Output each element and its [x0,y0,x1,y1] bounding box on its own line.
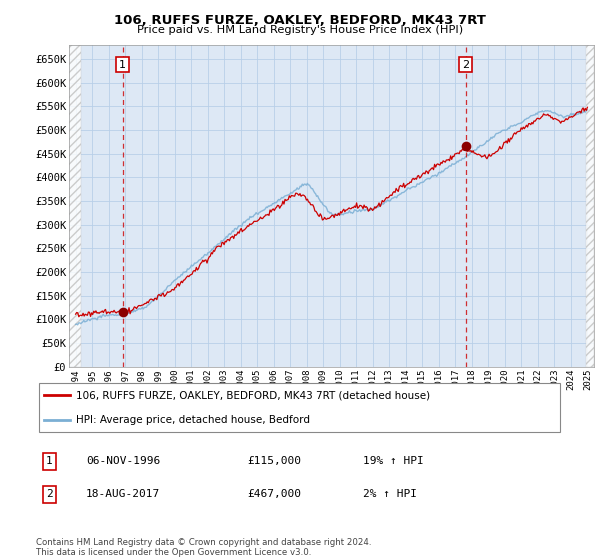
Text: HPI: Average price, detached house, Bedford: HPI: Average price, detached house, Bedf… [76,414,310,424]
Text: £467,000: £467,000 [247,489,301,500]
Text: 106, RUFFS FURZE, OAKLEY, BEDFORD, MK43 7RT: 106, RUFFS FURZE, OAKLEY, BEDFORD, MK43 … [114,14,486,27]
Text: Price paid vs. HM Land Registry's House Price Index (HPI): Price paid vs. HM Land Registry's House … [137,25,463,35]
Text: 2: 2 [46,489,53,500]
Text: Contains HM Land Registry data © Crown copyright and database right 2024.
This d: Contains HM Land Registry data © Crown c… [36,538,371,557]
Text: £115,000: £115,000 [247,456,301,466]
Text: 06-NOV-1996: 06-NOV-1996 [86,456,160,466]
Text: 1: 1 [119,60,126,69]
Text: 18-AUG-2017: 18-AUG-2017 [86,489,160,500]
Text: 19% ↑ HPI: 19% ↑ HPI [364,456,424,466]
FancyBboxPatch shape [38,383,560,432]
Text: 1: 1 [46,456,53,466]
Text: 106, RUFFS FURZE, OAKLEY, BEDFORD, MK43 7RT (detached house): 106, RUFFS FURZE, OAKLEY, BEDFORD, MK43 … [76,390,430,400]
Text: 2: 2 [462,60,469,69]
Text: 2% ↑ HPI: 2% ↑ HPI [364,489,418,500]
